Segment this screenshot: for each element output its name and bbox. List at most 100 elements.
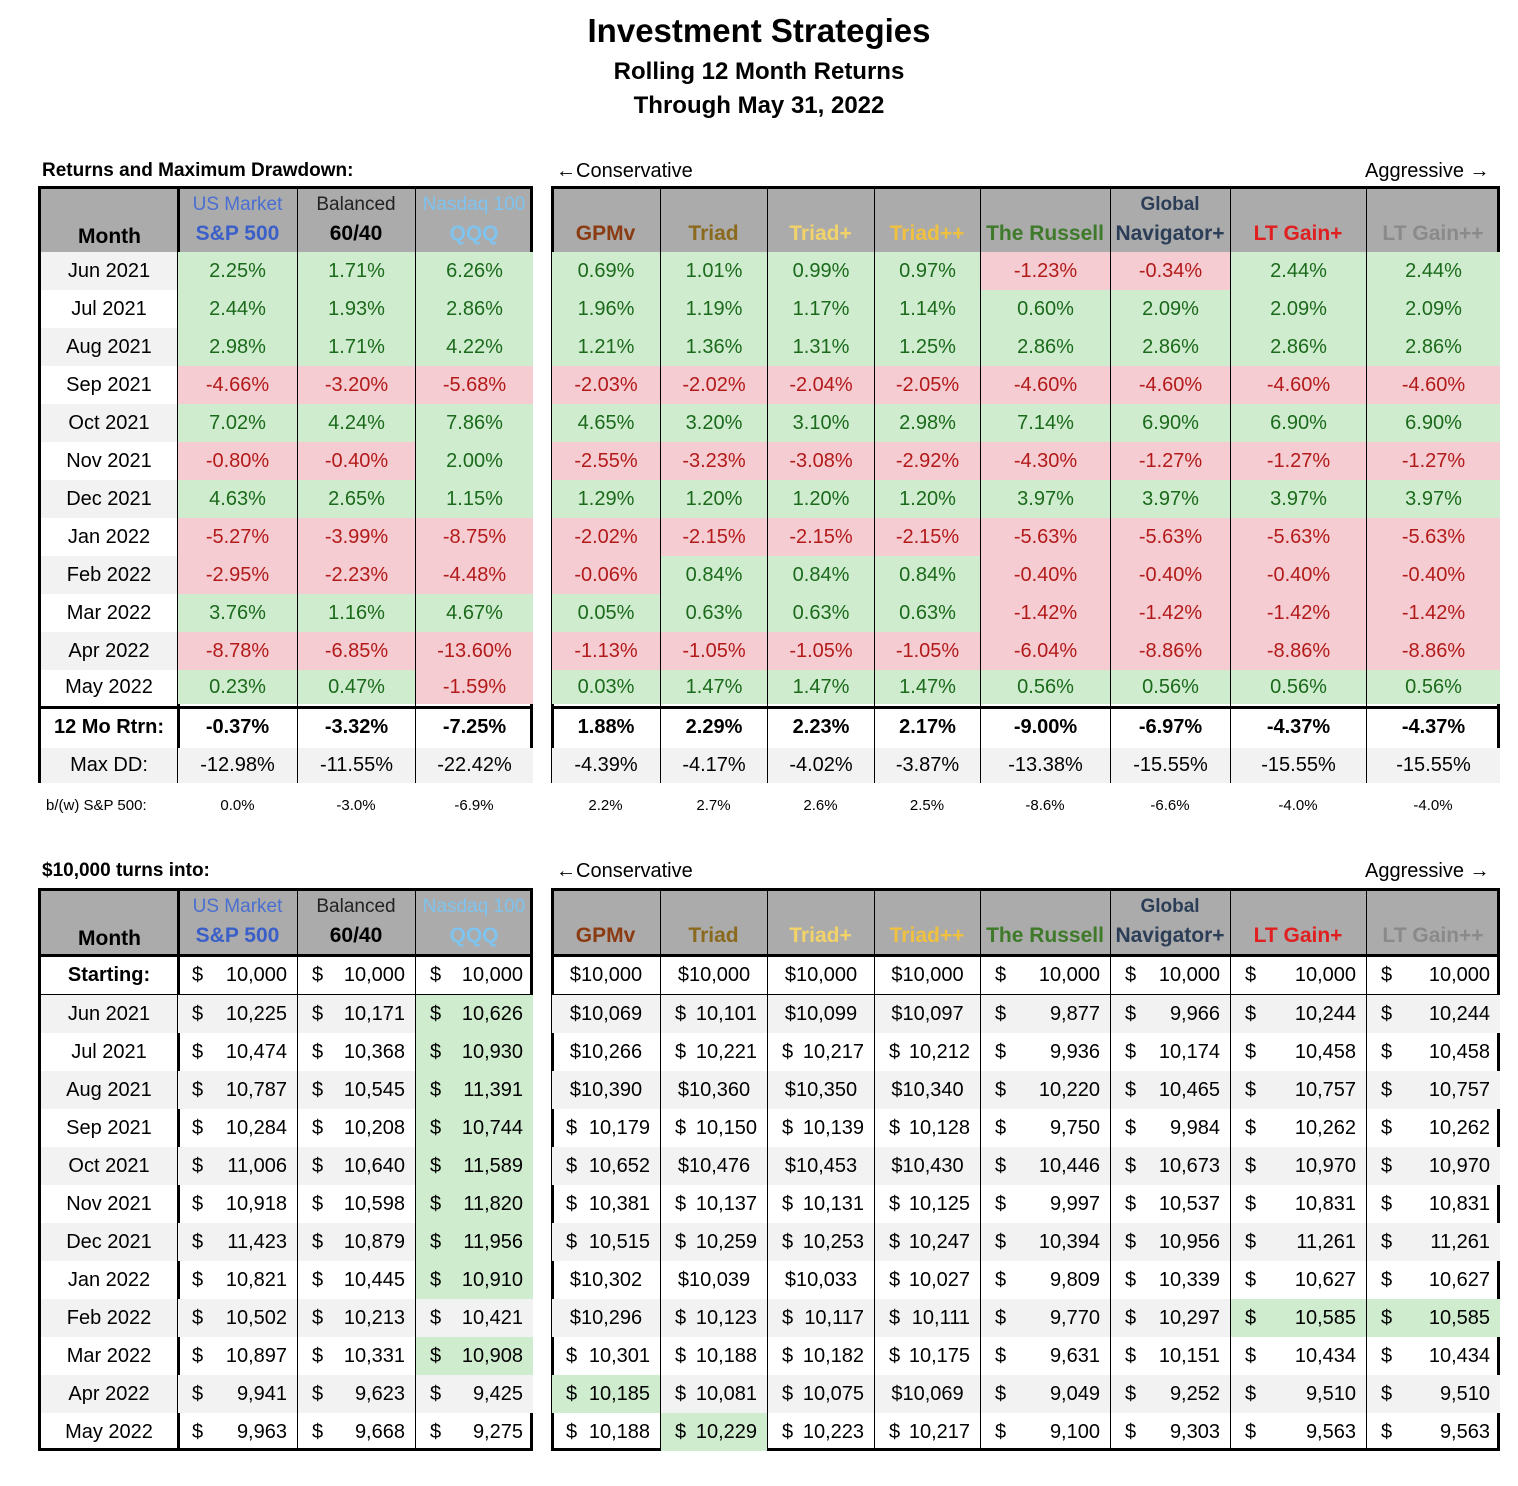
dollars-row-label: Dec 2021 — [41, 1223, 177, 1261]
dollars-row-label: Mar 2022 — [66, 1345, 152, 1367]
col-header-sub: Nasdaq 100 — [422, 896, 526, 917]
dollars-cell: $10,284 — [178, 1109, 297, 1147]
dollar-amount: 10,465 — [1158, 1079, 1220, 1101]
dollars-cell: $10,069 — [875, 1375, 980, 1413]
dollar-sign: $ — [192, 1117, 204, 1139]
col-header-main: Triad++ — [889, 222, 965, 245]
returns-col-header-7: The Russell — [980, 189, 1110, 252]
returns-cell: 1.01% — [661, 252, 767, 290]
vs-sp500-value: 2.2% — [588, 797, 623, 814]
dollar-amount: 10,217 — [802, 1041, 864, 1063]
dollars-cell: $10,217 — [875, 1413, 980, 1451]
dollar-sign: $ — [430, 1307, 442, 1329]
returns-cell: -7.25% — [442, 716, 507, 738]
dollars-cell: $10,131 — [768, 1185, 874, 1223]
returns-cell: -1.13% — [552, 632, 660, 670]
dollar-amount: 10,908 — [461, 1345, 523, 1367]
dollar-amount: 11,820 — [463, 1193, 523, 1215]
returns-cell: 1.71% — [298, 328, 415, 366]
dollar-sign: $ — [192, 1079, 204, 1101]
returns-cell: 1.17% — [768, 290, 874, 328]
dollars-cell: $10,297 — [1111, 1299, 1230, 1337]
dollars-col-header-5: Triad+ — [767, 891, 874, 954]
dollars-cell: $10,757 — [1367, 1071, 1500, 1109]
returns-cell: -2.02% — [661, 366, 767, 404]
dollar-sign: $ — [1245, 1117, 1257, 1139]
dollar-sign: $ — [995, 1193, 1007, 1215]
returns-cell: -3.20% — [298, 366, 415, 404]
dollars-cell: $10,831 — [1231, 1185, 1366, 1223]
dollar-sign: $ — [1245, 1155, 1257, 1177]
dollar-amount: 10,545 — [343, 1079, 405, 1101]
returns-cell: 1.15% — [416, 480, 533, 518]
returns-cell: -2.05% — [875, 366, 980, 404]
dollar-sign: $ — [995, 1117, 1007, 1139]
returns-cell: -13.60% — [416, 632, 533, 670]
dollars-cell: $10,117 — [768, 1299, 874, 1337]
dollar-sign: $ — [312, 1155, 324, 1177]
dollar-sign: $ — [1245, 1383, 1257, 1405]
aggressive-label: Aggressive → — [1365, 160, 1490, 182]
returns-cell: 2.29% — [685, 716, 743, 738]
dollars-cell: $10,394 — [981, 1223, 1110, 1261]
dollar-amount: 10,000 — [225, 964, 287, 986]
dollars-cell: $10,217 — [768, 1033, 874, 1071]
returns-cell: 2.44% — [1367, 252, 1500, 290]
dollar-sign: $ — [675, 1193, 687, 1215]
dollar-sign: $ — [312, 1345, 324, 1367]
dollar-amount: 10,151 — [1158, 1345, 1220, 1367]
dollars-cell: $9,750 — [981, 1109, 1110, 1147]
dollar-sign: $ — [1125, 1345, 1137, 1367]
dollar-amount: 10,179 — [588, 1117, 650, 1139]
returns-cell: 4.65% — [552, 404, 660, 442]
returns-cell: 0.56% — [981, 670, 1110, 704]
dollar-sign: $ — [889, 1421, 901, 1443]
dollar-amount: 10,879 — [343, 1231, 405, 1253]
dollar-amount: 9,984 — [1169, 1117, 1220, 1139]
dollar-sign: $ — [1381, 1383, 1393, 1405]
dollar-amount: 10,174 — [1158, 1041, 1220, 1063]
dollar-amount: 11,589 — [463, 1155, 523, 1177]
dollars-col-header-1: Balanced 60/40 — [297, 891, 415, 954]
dollars-cell: $10,970 — [1231, 1147, 1366, 1185]
dollar-sign: $ — [1381, 1269, 1393, 1291]
returns-cell: -2.23% — [298, 556, 415, 594]
dollar-amount: 10,897 — [225, 1345, 287, 1367]
dollar-amount: 9,963 — [236, 1421, 287, 1443]
returns-cell: -5.63% — [1111, 518, 1230, 556]
dollars-cell: $10,465 — [1111, 1071, 1230, 1109]
vs-sp500-value: -8.6% — [1025, 797, 1065, 814]
dollars-cell: $10,626 — [416, 995, 533, 1033]
returns-row-label: May 2022 — [65, 676, 153, 698]
dollar-sign: $ — [995, 964, 1007, 986]
dollars-cell: $10,301 — [552, 1337, 660, 1375]
dollars-col-divider — [767, 891, 768, 1448]
dollars-cell: $10,787 — [178, 1071, 297, 1109]
returns-row-label: Apr 2022 — [41, 632, 177, 670]
returns-cell: 4.22% — [416, 328, 533, 366]
dollar-sign: $ — [1381, 1003, 1393, 1025]
dollars-cell: $9,984 — [1111, 1109, 1230, 1147]
dollars-cell: $9,275 — [416, 1413, 533, 1451]
returns-cell: 3.97% — [981, 480, 1110, 518]
dollars-cell: $10,125 — [875, 1185, 980, 1223]
returns-cell: 2.09% — [1367, 290, 1500, 328]
dollars-row-label: Jun 2021 — [41, 995, 177, 1033]
returns-cell: 2.25% — [178, 252, 297, 290]
dollar-amount: 10,101 — [695, 1003, 757, 1025]
returns-cell: 3.97% — [1367, 480, 1500, 518]
dollar-amount: 10,626 — [461, 1003, 523, 1025]
dollar-sign: $ — [995, 1079, 1007, 1101]
dollars-cell: $9,510 — [1367, 1375, 1500, 1413]
dollar-amount: 9,510 — [1439, 1383, 1490, 1405]
returns-row-label: Sep 2021 — [66, 374, 152, 396]
dollar-sign: $ — [430, 1079, 442, 1101]
page-title: Investment Strategies — [587, 12, 931, 49]
dollar-amount: 10,458 — [1428, 1041, 1490, 1063]
dollars-cell: $10,453 — [768, 1147, 874, 1185]
dollar-sign: $ — [566, 1421, 578, 1443]
dollars-col-header-4: Triad — [660, 891, 767, 954]
dollar-amount: 10,150 — [695, 1117, 757, 1139]
returns-cell: -9.00% — [1013, 716, 1078, 738]
dollars-row-label: Sep 2021 — [66, 1117, 152, 1139]
